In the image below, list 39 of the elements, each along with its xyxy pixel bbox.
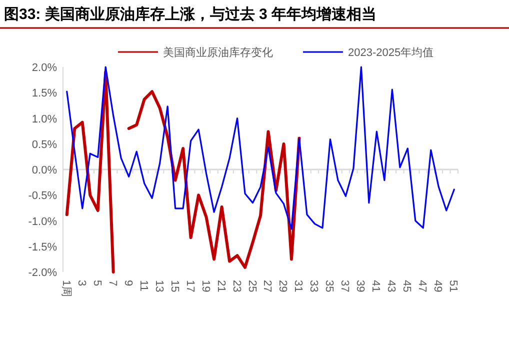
y-tick-label: 2.0% [32,62,58,74]
x-tick-label: 43 [385,280,398,292]
x-tick-label: 19 [199,280,212,292]
y-tick-label: -0.5% [28,190,58,202]
x-tick-label: 25 [246,280,258,292]
y-tick-label: -1.0% [28,216,58,228]
legend-label: 2023-2025年均值 [348,47,434,59]
x-tick-label: 27 [261,280,274,292]
x-tick-label: 31 [292,280,304,292]
x-tick-label: 49 [432,280,444,292]
x-tick-label: 51 [447,280,460,292]
y-tick-label: 1.0% [32,113,58,126]
x-tick-label: 37 [338,280,351,292]
x-tick-label: 3 [75,280,88,286]
legend-label: 美国商业原油库存变化 [163,46,273,59]
x-tick-label: 11 [137,280,150,292]
x-tick-label: 15 [168,280,180,292]
y-tick-label: 0.5% [32,138,58,151]
x-tick-label: 33 [308,280,320,292]
x-tick-label: 29 [276,280,289,292]
y-tick-label: 0.0% [32,164,58,176]
x-tick-label: 45 [400,280,413,292]
x-tick-label: 47 [416,280,428,292]
x-tick-label: 41 [370,280,382,292]
x-tick-label: 7 [106,280,118,286]
x-tick-label: 23 [230,280,242,292]
x-tick-label: 35 [323,280,336,292]
y-tick-label: 1.5% [32,88,58,100]
chart-title: 图33: 美国商业原油库存上涨，与过去 3 年年均增速相当 [4,5,377,23]
x-tick-label: 13 [152,280,165,292]
x-tick-label: 39 [354,280,366,292]
y-tick-label: -2.0% [28,267,58,279]
x-tick-label: 9 [122,280,134,286]
x-tick-label: 17 [184,280,196,292]
x-tick-label: 1周 [60,280,72,298]
line-series [66,66,455,230]
y-tick-label: -1.5% [28,241,58,254]
x-tick-label: 5 [90,280,103,286]
x-tick-label: 21 [214,280,227,292]
